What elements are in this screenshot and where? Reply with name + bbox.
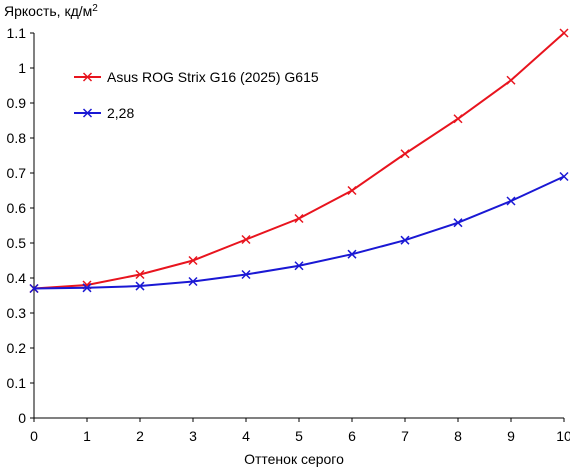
data-point-marker [506,75,516,85]
legend-label: Asus ROG Strix G16 (2025) G615 [107,69,319,85]
y-tick-label: 1.1 [7,25,27,41]
y-axis-ticks: 0 0.1 0.2 0.3 0.4 0.5 0.6 0.7 0.8 0.9 1 1.1 [7,25,34,426]
y-tick-label: 0.7 [7,165,27,181]
y-tick-label: 0.9 [7,95,27,111]
y-tick-label: 0.4 [7,270,27,286]
data-point-marker [506,196,516,206]
data-point-marker [135,269,145,280]
x-axis-title: Оттенок серого [244,451,344,467]
data-point-marker [559,171,569,182]
data-point-marker [400,235,410,245]
x-tick-label: 9 [507,428,515,444]
series-layer [29,28,569,294]
data-point-marker [241,269,251,280]
y-tick-label: 0.8 [7,130,27,146]
legend-label: 2,28 [107,105,134,121]
y-tick-label: 1 [18,60,26,76]
legend-item-1: Asus ROG Strix G16 (2025) G615 [74,69,319,85]
y-tick-label: 0.1 [7,375,27,391]
data-point-marker [347,185,357,196]
data-point-marker [453,114,463,124]
data-point-marker [82,283,92,293]
series-2 [29,171,569,294]
x-tick-label: 7 [401,428,409,444]
data-point-marker [559,28,569,38]
data-point-marker [29,283,39,294]
x-tick-label: 8 [454,428,462,444]
legend-marker-swatch [82,72,93,82]
x-axis-ticks: 0 1 2 3 4 5 6 7 8 9 10 [30,418,570,444]
x-tick-label: 0 [30,428,38,444]
x-tick-label: 4 [242,428,250,444]
data-point-marker [294,213,304,224]
x-tick-label: 3 [189,428,197,444]
data-point-marker [294,261,304,271]
data-point-marker [188,276,198,287]
y-axis-title: Яркость, кд/м2 [4,3,98,19]
x-tick-label: 1 [83,428,91,444]
data-point-marker [453,218,463,228]
y-tick-label: 0.6 [7,200,27,216]
x-tick-label: 5 [295,428,303,444]
y-tick-label: 0.2 [7,340,27,356]
x-tick-label: 10 [556,428,570,444]
legend-marker-swatch [82,108,93,118]
data-point-marker [135,281,145,291]
x-tick-label: 2 [136,428,144,444]
data-point-marker [400,149,410,159]
legend: Asus ROG Strix G16 (2025) G615 2,28 [74,69,319,121]
x-tick-label: 6 [348,428,356,444]
data-point-marker [188,255,198,266]
y-tick-label: 0.3 [7,305,27,321]
data-point-marker [347,249,357,259]
series-line [33,175,565,290]
legend-item-2: 2,28 [74,105,134,121]
data-point-marker [241,234,251,245]
y-tick-label: 0.5 [7,235,27,251]
y-tick-label: 0 [18,410,26,426]
